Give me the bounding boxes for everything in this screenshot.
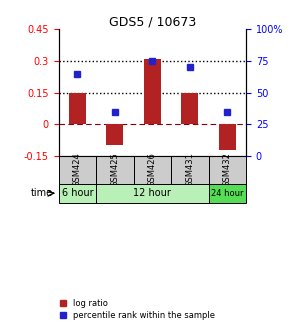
Bar bbox=[106, 124, 123, 146]
Bar bbox=[209, 156, 246, 184]
Text: GSM432: GSM432 bbox=[223, 152, 232, 187]
Bar bbox=[171, 156, 209, 184]
Legend: log ratio, percentile rank within the sample: log ratio, percentile rank within the sa… bbox=[60, 299, 215, 319]
Bar bbox=[134, 156, 171, 184]
Bar bbox=[144, 59, 161, 124]
Bar bbox=[59, 184, 96, 203]
Text: time: time bbox=[31, 188, 53, 198]
Bar bbox=[96, 184, 209, 203]
Bar bbox=[209, 184, 246, 203]
Bar bbox=[181, 93, 198, 124]
Bar bbox=[96, 156, 134, 184]
Text: GSM424: GSM424 bbox=[73, 152, 82, 187]
Text: 6 hour: 6 hour bbox=[62, 188, 93, 198]
Title: GDS5 / 10673: GDS5 / 10673 bbox=[109, 15, 196, 28]
Text: GSM425: GSM425 bbox=[110, 152, 119, 187]
Text: 12 hour: 12 hour bbox=[133, 188, 171, 198]
Bar bbox=[219, 124, 236, 150]
Bar bbox=[59, 156, 96, 184]
Text: GSM426: GSM426 bbox=[148, 152, 157, 187]
Bar bbox=[69, 93, 86, 124]
Text: GSM431: GSM431 bbox=[185, 152, 194, 187]
Text: 24 hour: 24 hour bbox=[211, 189, 243, 198]
